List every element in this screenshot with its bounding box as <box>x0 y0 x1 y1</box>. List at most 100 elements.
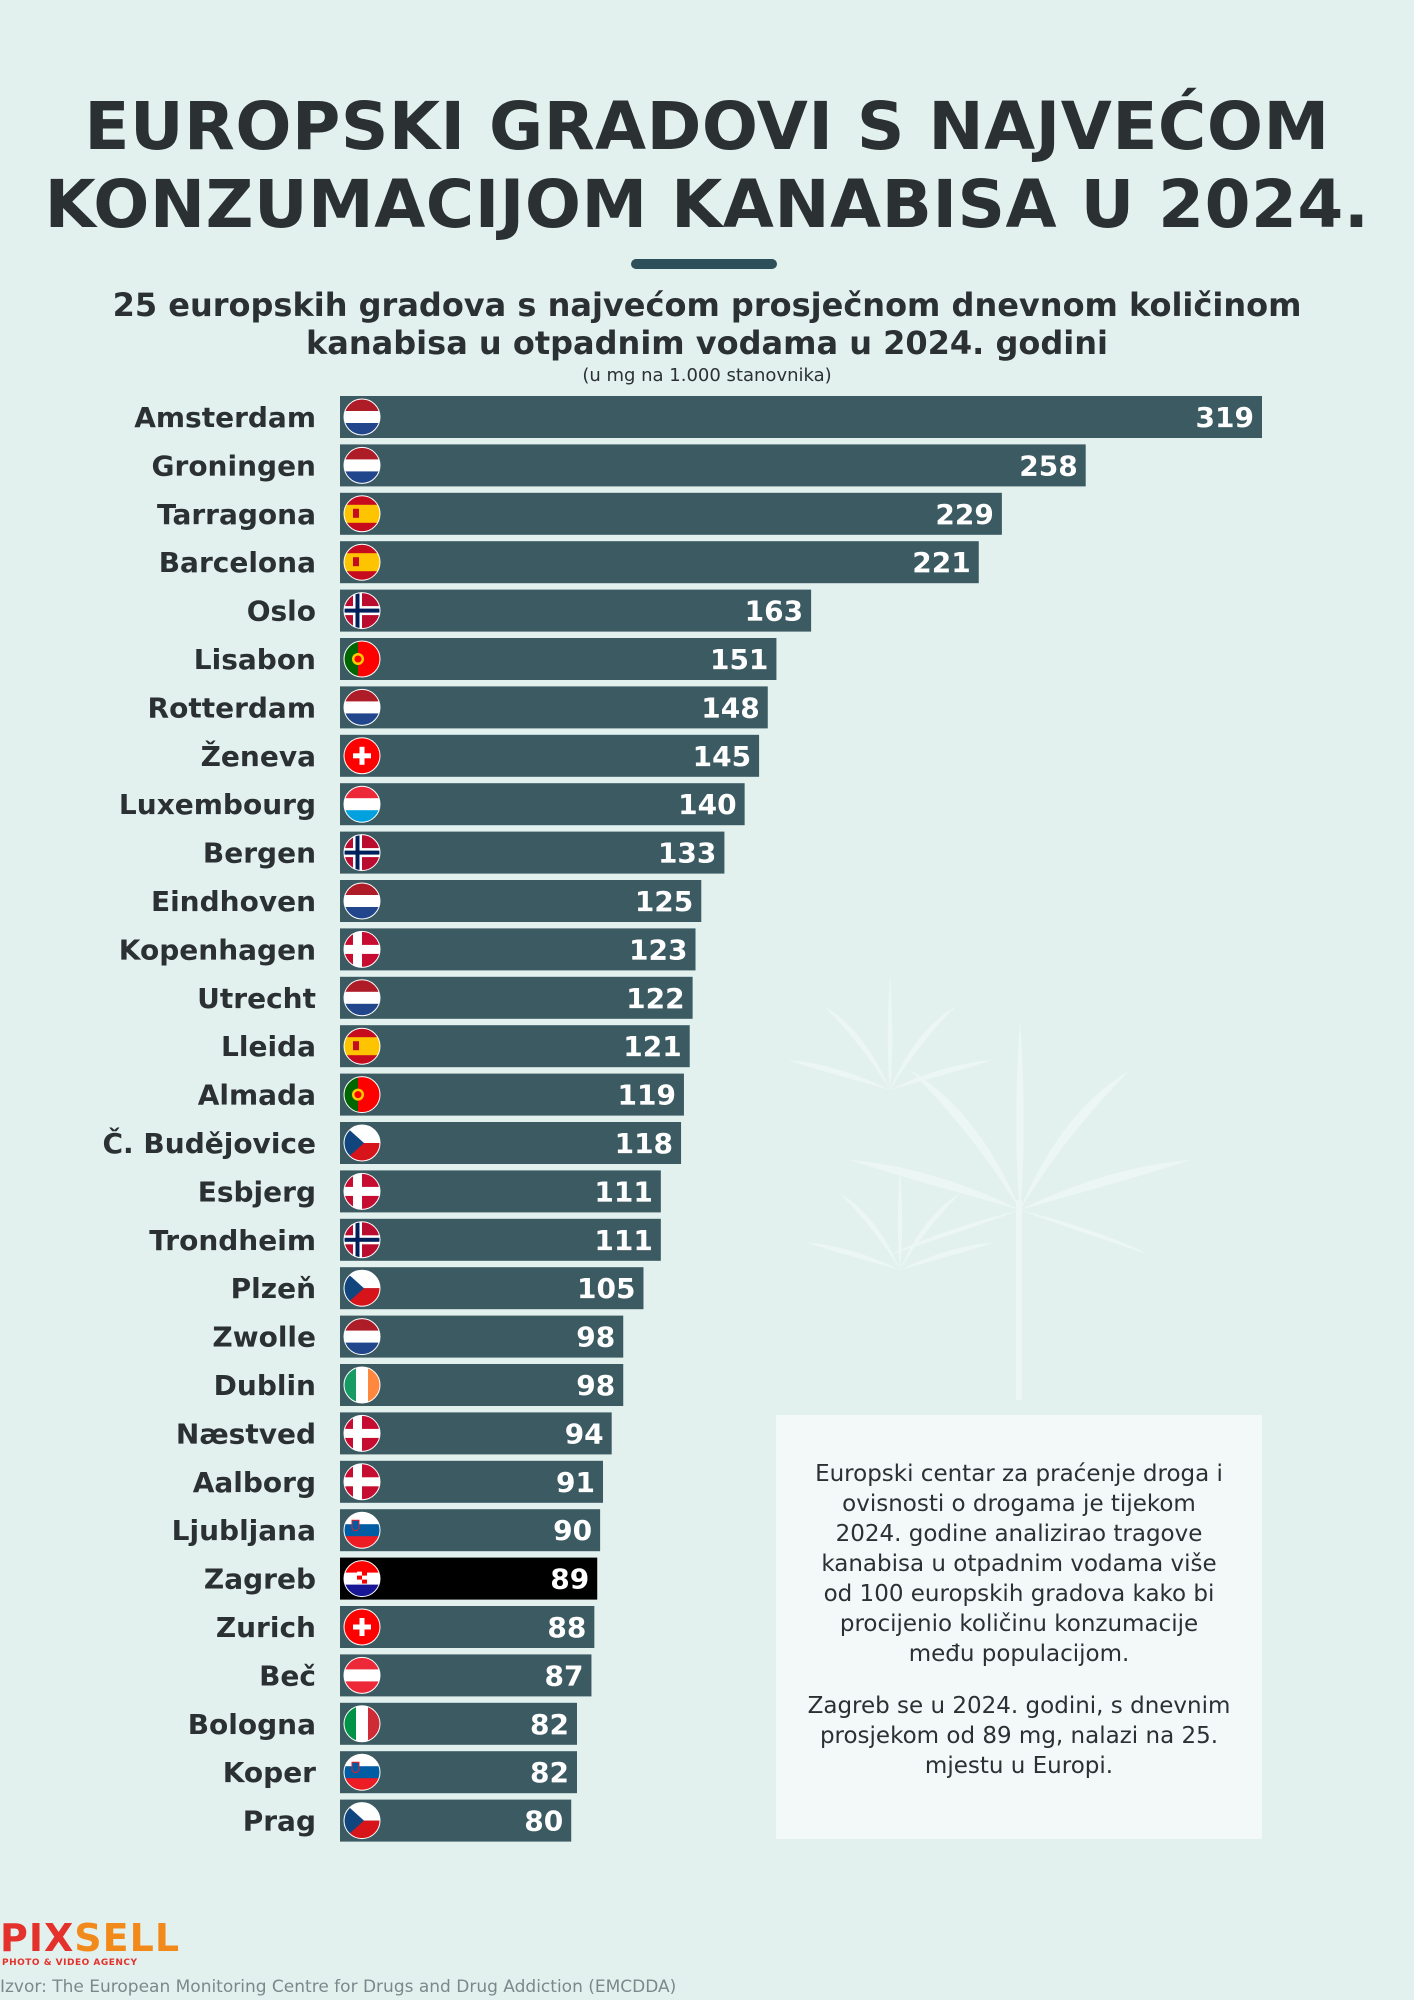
city-label-amsterdam: Amsterdam <box>134 401 316 434</box>
value-label-bologna: 82 <box>530 1708 569 1741</box>
value-label-ljubljana: 90 <box>553 1514 592 1547</box>
bar-lleida <box>340 1025 690 1068</box>
city-label-n-stved: Næstved <box>176 1417 316 1450</box>
logo-pix: PIX <box>0 1916 75 1960</box>
value-label-lisabon: 151 <box>710 643 768 676</box>
value-label-almada: 119 <box>617 1079 675 1112</box>
city-label-kopenhagen: Kopenhagen <box>119 933 316 966</box>
value-label-dublin: 98 <box>576 1369 615 1402</box>
logo-sell: SELL <box>74 1916 181 1960</box>
bar-dublin <box>340 1364 624 1406</box>
bar-esbjerg <box>340 1170 661 1213</box>
flag-dk-icon <box>343 1172 381 1210</box>
value-label-kopenhagen: 123 <box>629 933 687 966</box>
bar-luxembourg <box>340 783 745 826</box>
bar-utrecht <box>340 976 693 1019</box>
city-label-bergen: Bergen <box>203 837 316 870</box>
bar-aalborg <box>340 1460 604 1503</box>
flag-pt-icon <box>343 1076 381 1114</box>
bar-lisabon <box>340 638 777 680</box>
info-paragraph-1: Europski centar za praćenje droga i ovis… <box>815 1461 1223 1667</box>
bar-eindhoven <box>340 880 702 922</box>
flag-es-icon <box>343 495 381 533</box>
city-label-zurich: Zurich <box>216 1611 316 1644</box>
flag-no-icon <box>343 1221 381 1259</box>
bar-oslo <box>340 589 812 632</box>
value-label-aalborg: 91 <box>556 1466 595 1499</box>
bar-zagreb <box>340 1557 598 1600</box>
flag-ch-icon <box>343 737 381 775</box>
bar-zeneva <box>340 734 760 777</box>
value-label-zurich: 88 <box>547 1611 586 1644</box>
value-label-bec: 87 <box>544 1659 583 1692</box>
title-line-1: EUROPSKI GRADOVI S NAJVEĆOM <box>84 88 1330 165</box>
flag-nl-icon <box>343 446 381 484</box>
bar-plzen <box>340 1267 644 1310</box>
flag-cz-icon <box>343 1269 381 1307</box>
pixsell-logo: PIXSELL <box>0 1918 180 1958</box>
city-label-almada: Almada <box>198 1079 316 1112</box>
value-label-rotterdam: 148 <box>701 691 759 724</box>
value-label-prag: 80 <box>524 1805 563 1838</box>
title-line-2: KONZUMACIJOM KANABISA U 2024. <box>44 166 1370 243</box>
flag-pt-icon <box>343 640 381 678</box>
bar-trondheim <box>340 1218 661 1261</box>
bar-bergen <box>340 831 725 874</box>
city-label-zagreb: Zagreb <box>204 1563 316 1596</box>
bar-n-stved <box>340 1412 612 1455</box>
city-label-oslo: Oslo <box>247 595 316 628</box>
bar-amsterdam <box>340 396 1262 438</box>
flag-si-icon <box>343 1511 381 1549</box>
city-label-eindhoven: Eindhoven <box>151 885 316 918</box>
flag-es-icon <box>343 543 381 581</box>
value-label-amsterdam: 319 <box>1196 401 1254 434</box>
bar-barcelona <box>340 541 979 584</box>
city-label-trondheim: Trondheim <box>149 1224 316 1257</box>
bar-rotterdam <box>340 686 768 729</box>
value-label-n-stved: 94 <box>565 1417 604 1450</box>
city-label-bec: Beč <box>259 1659 316 1692</box>
city-label-plzen: Plzeň <box>231 1272 316 1305</box>
value-label-bergen: 133 <box>658 837 716 870</box>
flag-nl-icon <box>343 398 381 436</box>
city-label-aalborg: Aalborg <box>193 1466 316 1499</box>
chart-subtitle: 25 europskih gradova s najvećom prosječn… <box>0 286 1414 362</box>
value-label-tarragona: 229 <box>935 498 993 531</box>
city-label-groningen: Groningen <box>152 449 316 482</box>
page-title: EUROPSKI GRADOVI S NAJVEĆOM KONZUMACIJOM… <box>0 88 1414 244</box>
city-label-rotterdam: Rotterdam <box>148 691 316 724</box>
logo-subtitle: PHOTO & VIDEO AGENCY <box>2 1958 138 1968</box>
flag-nl-icon <box>343 882 381 920</box>
flag-lu-icon <box>343 785 381 823</box>
city-label-zwolle: Zwolle <box>212 1321 316 1354</box>
bar-c-budejovice <box>340 1122 682 1164</box>
city-label-zeneva: Ženeva <box>201 739 316 773</box>
city-label-barcelona: Barcelona <box>159 546 316 579</box>
flag-nl-icon <box>343 1318 381 1356</box>
flag-cz-icon <box>343 1124 381 1162</box>
city-label-dublin: Dublin <box>214 1369 316 1402</box>
value-label-oslo: 163 <box>745 595 803 628</box>
value-label-plzen: 105 <box>577 1272 635 1305</box>
flag-no-icon <box>343 592 381 630</box>
bar-ljubljana <box>340 1509 601 1552</box>
city-label-lisabon: Lisabon <box>194 643 316 676</box>
unit-label: (u mg na 1.000 stanovnika) <box>582 365 832 386</box>
flag-it-icon <box>343 1705 381 1743</box>
flag-dk-icon <box>343 930 381 968</box>
city-label-ljubljana: Ljubljana <box>172 1514 316 1547</box>
flag-no-icon <box>343 834 381 872</box>
subtitle-line-1: 25 europskih gradova s najvećom prosječn… <box>112 286 1302 324</box>
city-label-prag: Prag <box>243 1805 316 1838</box>
bar-tarragona <box>340 492 1002 535</box>
flag-at-icon <box>343 1656 381 1694</box>
city-label-luxembourg: Luxembourg <box>119 788 316 821</box>
bar-bec <box>340 1654 592 1697</box>
value-label-esbjerg: 111 <box>594 1175 652 1208</box>
value-label-zeneva: 145 <box>693 740 751 773</box>
flag-nl-icon <box>343 688 381 726</box>
value-label-utrecht: 122 <box>626 982 684 1015</box>
value-label-trondheim: 111 <box>594 1224 652 1257</box>
flag-si-icon <box>343 1753 381 1791</box>
